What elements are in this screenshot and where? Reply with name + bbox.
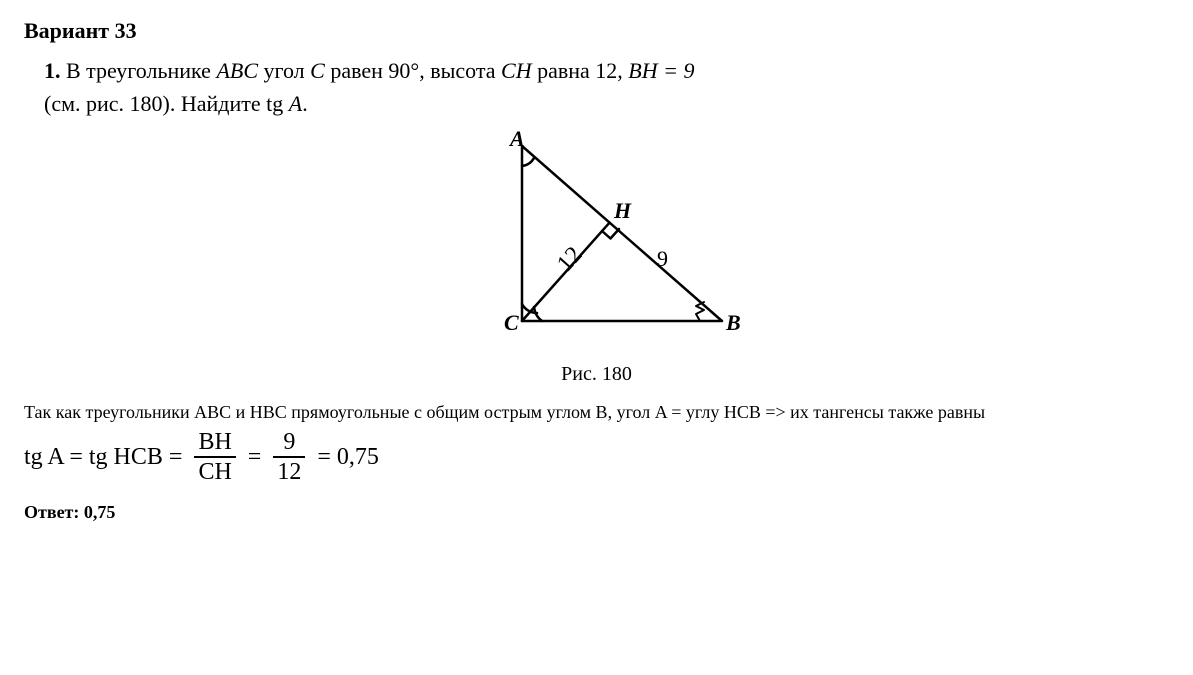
- answer: Ответ: 0,75: [24, 502, 1169, 523]
- figure-caption: Рис. 180: [24, 363, 1169, 386]
- frac-bot: CH: [194, 458, 235, 484]
- text: В треугольнике: [66, 58, 216, 83]
- text: равен 90°, высота: [325, 58, 501, 83]
- frac-top: BH: [194, 430, 235, 456]
- math-bh: BH = 9: [628, 58, 694, 83]
- label-B: B: [725, 310, 741, 335]
- handwritten-equation: tg A = tg HCB = BH CH = 9 12 = 0,75: [24, 430, 1169, 484]
- figure: A C B H 12 9: [24, 126, 1169, 361]
- hand-eq: =: [248, 444, 262, 471]
- math-ch: CH: [501, 58, 532, 83]
- fraction-bh-ch: BH CH: [194, 430, 235, 484]
- math-a: A: [289, 91, 302, 116]
- hand-lhs: tg A = tg HCB =: [24, 444, 182, 471]
- frac-top: 9: [279, 430, 299, 456]
- fraction-9-12: 9 12: [273, 430, 305, 484]
- problem-statement: 1. В треугольнике ABC угол C равен 90°, …: [44, 54, 1169, 120]
- problem-number: 1.: [44, 58, 61, 83]
- len-CH: 12: [552, 242, 587, 277]
- text: угол: [258, 58, 310, 83]
- variant-title: Вариант 33: [24, 18, 1169, 44]
- len-HB: 9: [657, 246, 668, 271]
- frac-bot: 12: [273, 458, 305, 484]
- label-A: A: [508, 126, 525, 151]
- label-H: H: [613, 198, 632, 223]
- text: .: [302, 91, 308, 116]
- hand-rhs: = 0,75: [317, 444, 379, 471]
- label-C: C: [504, 310, 519, 335]
- explanation-text: Так как треугольники ABC и HBC прямоугол…: [24, 400, 1169, 424]
- triangle-diagram: A C B H 12 9: [452, 126, 742, 356]
- math-abc: ABC: [216, 58, 258, 83]
- text: равна 12,: [532, 58, 629, 83]
- math-c: C: [310, 58, 325, 83]
- text: (см. рис. 180). Найдите tg: [44, 91, 289, 116]
